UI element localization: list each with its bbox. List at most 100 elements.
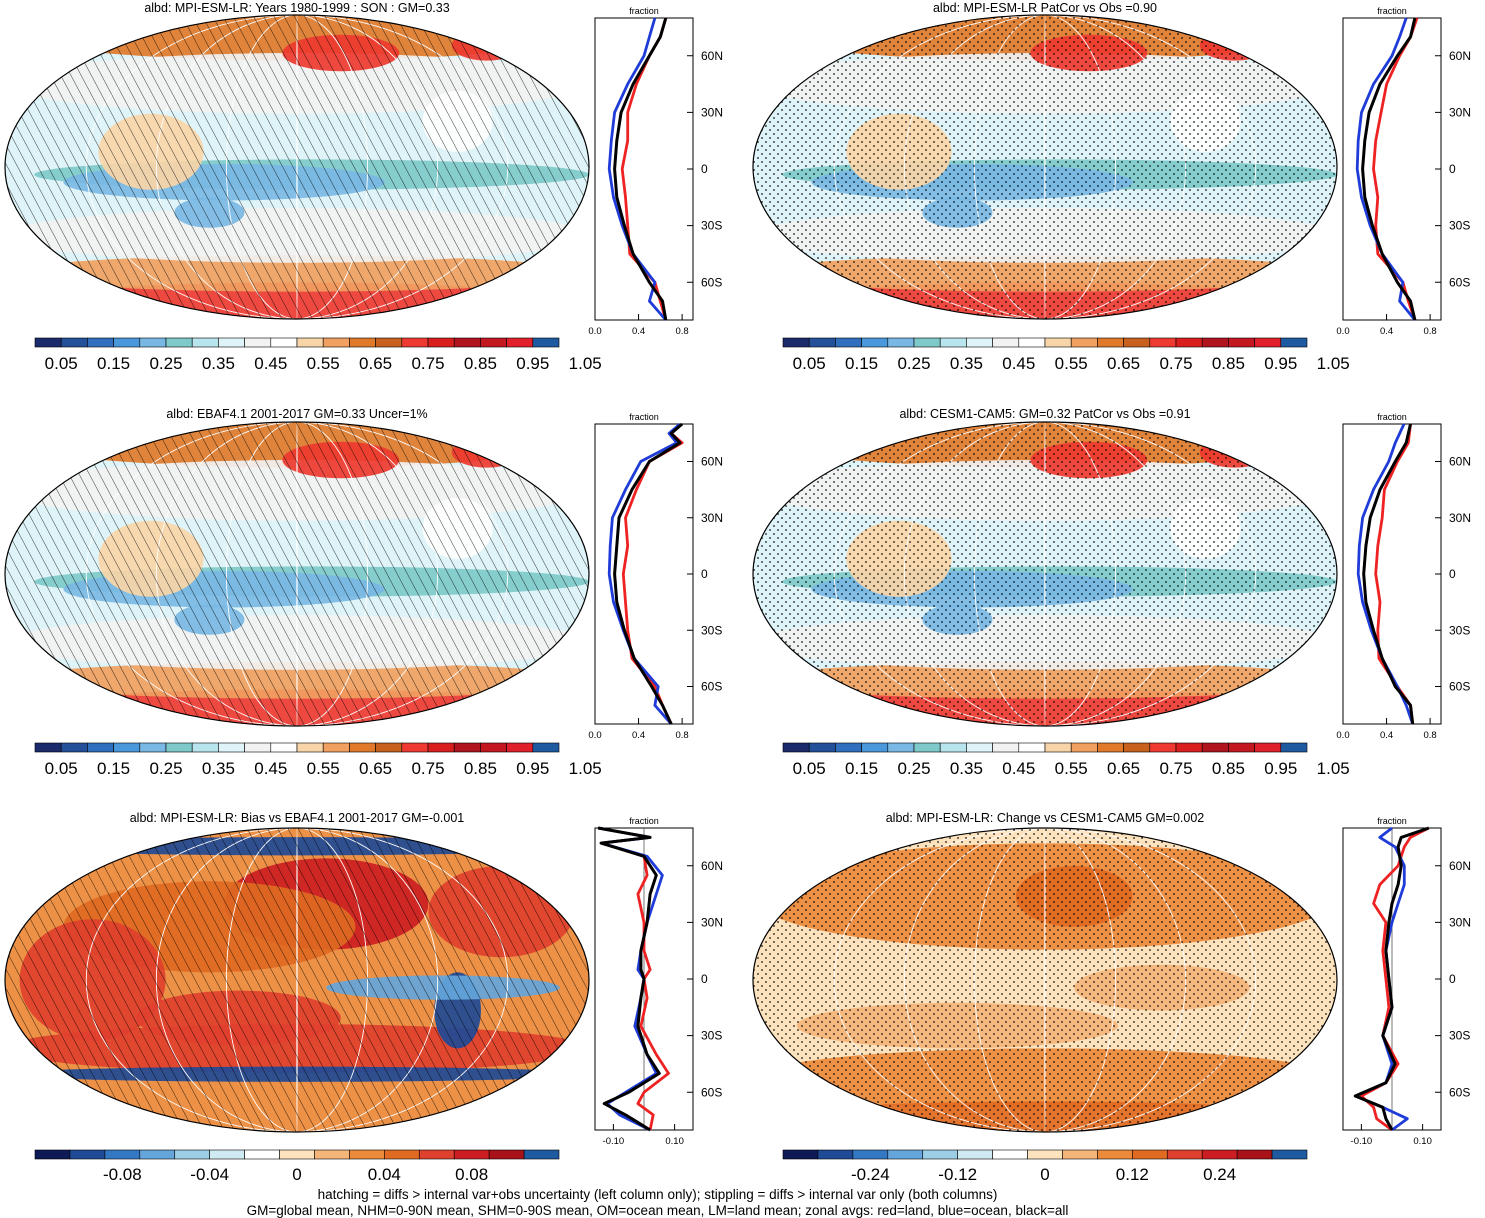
map-border [4,827,590,1133]
colorbar-swatch [384,1149,420,1160]
colorbar-label: 0.45 [1002,759,1035,778]
colorbar-label: 0.65 [359,354,392,373]
zonal-line-all [1362,423,1415,725]
colorbar-swatch [1271,1149,1308,1160]
colorbar-swatch [296,337,324,348]
panel-2: albd: MPI-ESM-LR PatCor vs Obs =0.90 0.05… [752,1,1471,373]
colorbar-swatch [1070,337,1098,348]
colorbar-swatch [1018,337,1046,348]
colorbar-label: 0.35 [950,354,983,373]
zonal-xtick-label: 0.0 [1336,326,1349,337]
colorbar-label: 0.85 [464,354,497,373]
colorbar-swatch [34,1149,71,1160]
colorbar-label: 0.75 [1159,354,1192,373]
map-border [752,14,1338,320]
zonal-lat-label: 0 [1449,972,1456,986]
colorbar: 0.05 0.15 0.25 0.35 0.45 0.55 0.65 0.75 0.85 0.95… [34,337,602,373]
colorbar-swatch [113,337,141,348]
zonal-xlabel: fraction [629,816,659,826]
colorbar-swatch [1097,337,1124,348]
colorbar-label: -0.08 [103,1165,142,1184]
colorbar-swatch [165,337,193,348]
colorbar-swatch [1123,337,1151,348]
colorbar-swatch [1201,337,1229,348]
colorbar-swatch [349,1149,385,1160]
colorbar-swatch [1175,742,1203,753]
colorbar-swatch [375,337,403,348]
colorbar-label: 0 [292,1165,301,1184]
zonal-lat-label: 30N [1449,915,1471,929]
colorbar-swatch [957,1149,993,1160]
colorbar-swatch [808,742,836,753]
zonal-xlabel: fraction [1377,816,1407,826]
colorbar-swatch [992,337,1020,348]
map-border [752,827,1338,1133]
colorbar-swatch [1254,337,1282,348]
zonal-lat-label: 60N [701,49,723,63]
colorbar-swatch [427,337,455,348]
stippling-overlay [753,422,1337,726]
colorbar-label: 0.15 [97,759,130,778]
map-field [5,422,589,726]
zonal-xtick-label: 0.4 [632,730,645,741]
zonal-xlabel: fraction [1377,412,1407,422]
colorbar-label: 0.75 [1159,759,1192,778]
colorbar-label: 0.75 [411,759,444,778]
zonal-line-ocean [607,17,667,321]
map-border [752,421,1338,727]
colorbar-label: 0.25 [149,354,182,373]
colorbar-swatch [887,1149,924,1160]
zonal-line-all [613,422,684,725]
colorbar-swatch [782,742,810,753]
colorbar: 0.05 0.15 0.25 0.35 0.45 0.55 0.65 0.75 0.85 0.95… [782,742,1350,778]
colorbar-label: 0 [1040,1165,1049,1184]
colorbar-label: 0.55 [307,354,340,373]
colorbar-label: 0.55 [1055,759,1088,778]
colorbar-swatch [913,742,941,753]
colorbar-swatch [453,337,481,348]
colorbar-label: 0.85 [1212,759,1245,778]
colorbar-swatch [209,1149,245,1160]
zonal-xtick-label: 0.8 [676,730,689,741]
colorbar-swatch [939,337,967,348]
panel-title: albd: MPI-ESM-LR: Change vs CESM1-CAM5 G… [886,811,1205,825]
colorbar-label: 0.24 [1203,1165,1236,1184]
colorbar-swatch [139,337,167,348]
colorbar-swatch [532,337,560,348]
colorbar-swatch [835,742,862,753]
colorbar-swatch [523,1149,560,1160]
colorbar: -0.08 -0.04 0 0.04 0.08 [34,1149,560,1184]
colorbar-swatch [1166,1149,1203,1160]
colorbar-swatch [480,742,507,753]
colorbar-swatch [861,337,889,348]
colorbar-swatch [34,742,62,753]
colorbar-label: 0.95 [516,759,549,778]
colorbar-label: 0.25 [897,759,930,778]
zonal-lat-label: 60S [1449,1085,1470,1099]
zonal-line-all [597,826,661,1132]
colorbar-swatch [418,1149,455,1160]
zonal-line-ocean [607,422,681,725]
colorbar-swatch [1201,1149,1238,1160]
colorbar-swatch [453,1149,490,1160]
zonal-mean-plot: fraction 60N 30N 0 30S 60S -0.10 0.10 [1342,816,1471,1147]
colorbar-label: 0.65 [1107,759,1140,778]
hatching-overlay [5,422,589,726]
colorbar-swatch [218,337,245,348]
hatching-overlay [5,828,589,1132]
colorbar-label: 0.95 [1264,759,1297,778]
colorbar-label: 0.45 [1002,354,1035,373]
zonal-xtick-label: 0.0 [588,326,601,337]
colorbar-label: 0.15 [845,759,878,778]
colorbar-swatch [322,742,350,753]
colorbar-swatch [488,1149,525,1160]
panel-6: albd: MPI-ESM-LR: Change vs CESM1-CAM5 G… [752,811,1471,1184]
zonal-line-all [1361,17,1417,321]
zonal-lat-label: 60S [1449,680,1470,694]
colorbar-swatch [1097,742,1124,753]
map-field [5,15,589,319]
map-field [753,828,1337,1132]
zonal-xtick-label: 0.8 [1424,326,1437,337]
colorbar-swatch [244,1149,280,1160]
